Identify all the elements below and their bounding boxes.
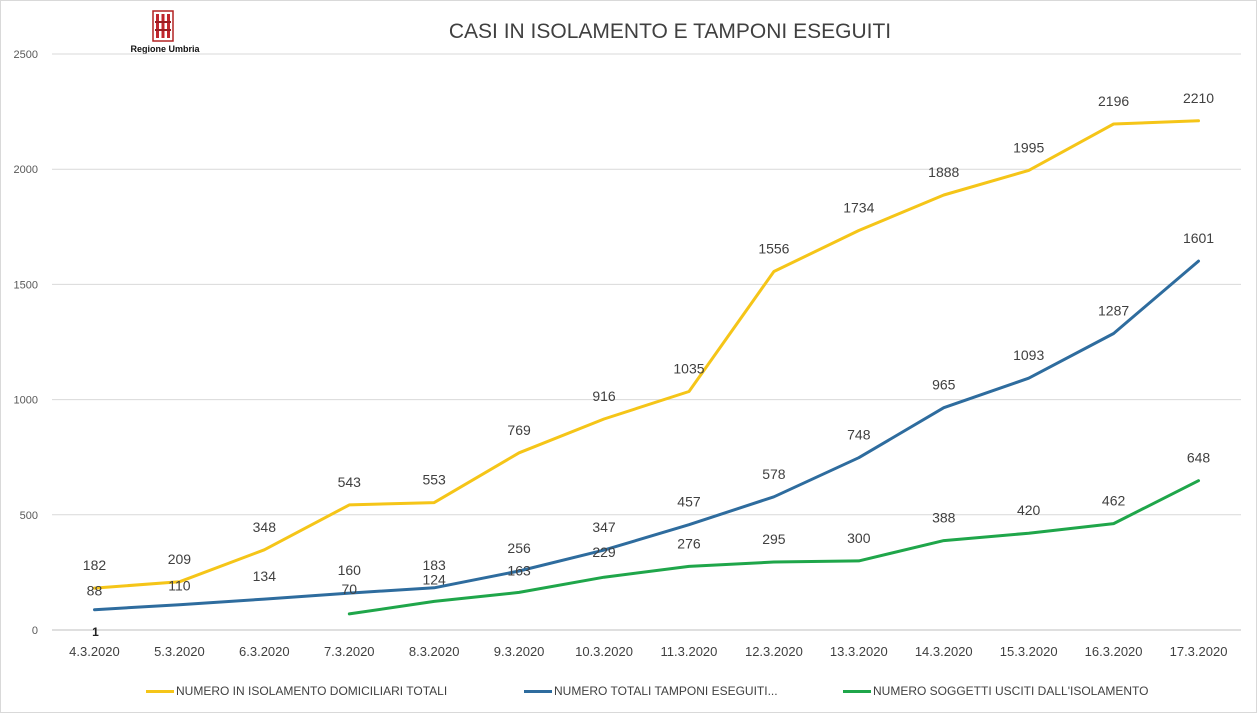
data-label: 160 (338, 562, 362, 578)
y-tick-label: 2500 (14, 49, 38, 61)
data-label: 348 (253, 519, 277, 535)
data-label: 578 (762, 466, 786, 482)
x-tick-label: 16.3.2020 (1085, 644, 1143, 659)
logo-text: Regione Umbria (130, 44, 200, 54)
x-tick-label: 8.3.2020 (409, 644, 460, 659)
data-label: 256 (507, 540, 531, 556)
data-label: 965 (932, 377, 956, 393)
y-tick-label: 2000 (14, 164, 38, 176)
data-label: 553 (422, 472, 446, 488)
data-label: 300 (847, 530, 871, 546)
data-label: 1734 (843, 199, 874, 215)
x-tick-label: 14.3.2020 (915, 644, 973, 659)
data-label: 648 (1187, 450, 1211, 466)
data-label: 1287 (1098, 302, 1129, 318)
legend-swatch-usciti (843, 689, 871, 693)
data-label: 124 (422, 571, 446, 587)
series-line-0 (93, 119, 1200, 590)
data-label: 769 (507, 422, 531, 438)
data-label: 295 (762, 531, 786, 547)
data-label: 1556 (758, 240, 789, 256)
x-tick-label: 6.3.2020 (239, 644, 290, 659)
data-label: 748 (847, 427, 871, 443)
x-tick-label: 11.3.2020 (661, 644, 718, 659)
legend-swatch-isolamento (146, 689, 174, 693)
x-tick-label: 5.3.2020 (154, 644, 205, 659)
series-line-2 (347, 479, 1200, 616)
data-label: 916 (592, 388, 616, 404)
x-tick-label: 12.3.2020 (745, 644, 803, 659)
x-tick-label: 15.3.2020 (1000, 644, 1058, 659)
legend-swatch-tamponi (524, 689, 552, 693)
y-tick-label: 1500 (14, 279, 38, 291)
y-tick-label: 0 (32, 625, 38, 637)
data-label: 347 (592, 519, 616, 535)
legend-label-isolamento: NUMERO IN ISOLAMENTO DOMICILIARI TOTALI (176, 684, 448, 698)
data-label: 1035 (673, 361, 704, 377)
x-tick-label: 10.3.2020 (575, 644, 633, 659)
data-label: 1601 (1183, 230, 1214, 246)
legend-item-tamponi: NUMERO TOTALI TAMPONI ESEGUITI... (524, 684, 778, 698)
data-label: 457 (677, 494, 701, 510)
data-label: 88 (87, 583, 103, 599)
legend-label-usciti: NUMERO SOGGETTI USCITI DALL'ISOLAMENTO (873, 684, 1149, 698)
data-label: 229 (592, 544, 616, 560)
data-label: 134 (253, 568, 277, 584)
data-label: 276 (677, 535, 701, 551)
data-label: 2210 (1183, 90, 1214, 106)
data-label: 110 (168, 578, 191, 594)
data-label: 1093 (1013, 347, 1044, 363)
data-label: 462 (1102, 493, 1126, 509)
annotation-label: 1 (92, 625, 99, 639)
data-label: 183 (422, 557, 446, 573)
data-label: 388 (932, 510, 956, 526)
legend-item-isolamento: NUMERO IN ISOLAMENTO DOMICILIARI TOTALI (146, 684, 447, 698)
series-line-1 (93, 259, 1200, 612)
legend-label-tamponi: NUMERO TOTALI TAMPONI ESEGUITI... (554, 684, 778, 698)
data-label: 209 (168, 551, 192, 567)
chart-title: CASI IN ISOLAMENTO E TAMPONI ESEGUITI (448, 20, 892, 43)
regione-umbria-logo: Regione Umbria (120, 10, 210, 56)
x-tick-label: 13.3.2020 (830, 644, 888, 659)
data-label: 163 (507, 562, 531, 578)
y-tick-label: 500 (20, 510, 38, 522)
data-label: 2196 (1098, 93, 1129, 109)
x-tick-label: 7.3.2020 (324, 644, 375, 659)
regione-umbria-emblem-icon (152, 10, 174, 42)
data-label: 70 (341, 581, 357, 597)
data-label: 182 (83, 557, 107, 573)
data-label: 1995 (1013, 139, 1044, 155)
legend-item-usciti: NUMERO SOGGETTI USCITI DALL'ISOLAMENTO (843, 684, 1148, 698)
x-tick-label: 9.3.2020 (494, 644, 545, 659)
data-label: 543 (338, 474, 362, 490)
data-label: 420 (1017, 502, 1041, 518)
y-tick-label: 1000 (14, 395, 38, 407)
x-tick-label: 17.3.2020 (1170, 644, 1228, 659)
x-tick-label: 4.3.2020 (69, 644, 120, 659)
data-label: 1888 (928, 164, 959, 180)
